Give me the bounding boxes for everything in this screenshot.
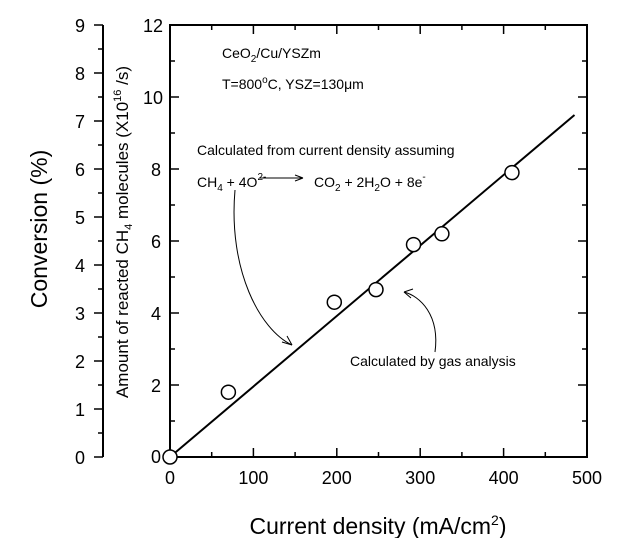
y-right-tick-label: 8 [151,160,161,180]
y-tick-labels-right: 0 2 4 6 8 10 12 [143,16,163,467]
data-point [434,226,450,242]
y-left-tick-label: 2 [75,352,85,372]
reaction-left: CH4 + 4O2- [197,172,266,194]
x-axis-label: Current density (mA/cm2) [249,512,506,538]
annotations: CeO2/Cu/YSZm T=800oC, YSZ=130μm Calculat… [197,45,516,369]
x-tick-label: 400 [489,468,519,488]
annotation-arrows [233,174,437,353]
conditions-label: T=800oC, YSZ=130μm [222,75,364,92]
sample-label: CeO2/Cu/YSZm [222,45,321,65]
y-right-tick-label: 4 [151,304,161,324]
y-left-tick-label: 3 [75,304,85,324]
gas-analysis-note: Calculated by gas analysis [350,353,516,369]
y-left-tick-label: 6 [75,160,85,180]
reaction-arrowhead [294,174,304,182]
reaction-right: CO2 + 2H2O + 8e- [314,172,426,194]
x-tick-label: 200 [322,468,352,488]
y-axis-label-right: Amount of reacted CH4 molecules (X1016 /… [112,66,135,398]
data-point [162,449,178,465]
y-left-tick-label: 1 [75,400,85,420]
y-right-tick-label: 12 [143,16,163,36]
data-point [405,236,422,253]
y-right-tick-label: 10 [143,88,163,108]
y-left-tick-label: 0 [75,448,85,468]
curved-arrowhead-current [281,335,293,346]
x-tick-label: 300 [405,468,435,488]
curved-arrow-gas [403,291,437,353]
current-density-note: Calculated from current density assuming [197,142,455,158]
x-tick-label: 100 [238,468,268,488]
y-left-tick-label: 5 [75,208,85,228]
curved-arrow-current [233,189,293,346]
y-left-tick-label: 9 [75,16,85,36]
y-left-tick-label: 8 [75,64,85,84]
curved-arrowhead-gas [403,288,414,299]
y-right-tick-label: 6 [151,232,161,252]
y-axis-label-left: Conversion (%) [26,150,52,309]
y-left-tick-label: 4 [75,256,85,276]
x-tick-label: 500 [572,468,602,488]
y-left-tick-label: 7 [75,112,85,132]
y-right-tick-label: 0 [151,447,161,467]
y-right-tick-label: 2 [151,376,161,396]
data-point [368,281,384,298]
data-point [220,384,237,400]
x-tick-label: 0 [165,468,175,488]
data-point [326,294,343,310]
data-point [504,164,520,181]
